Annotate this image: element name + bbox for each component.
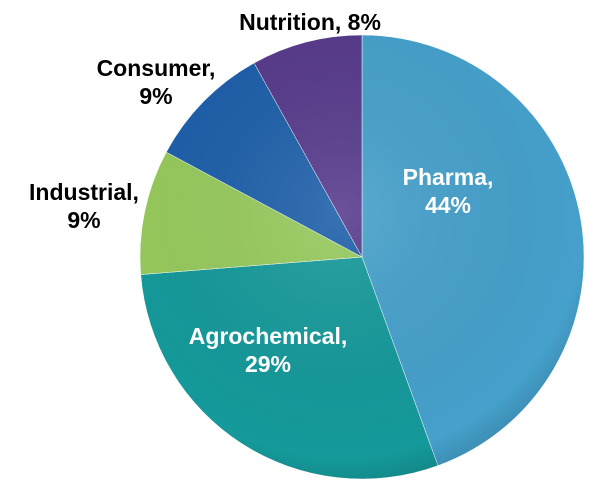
data-label: Pharma, 44%	[403, 164, 494, 218]
data-label: Consumer, 9%	[97, 55, 216, 109]
data-labels: Pharma, 44% Agrochemical, 29% Industrial, 9% C…	[29, 9, 493, 377]
data-label: Agrochemical, 29%	[189, 323, 348, 377]
data-label: Industrial, 9%	[29, 179, 139, 233]
pie	[139, 34, 585, 480]
data-label: Nutrition, 8%	[239, 9, 381, 35]
